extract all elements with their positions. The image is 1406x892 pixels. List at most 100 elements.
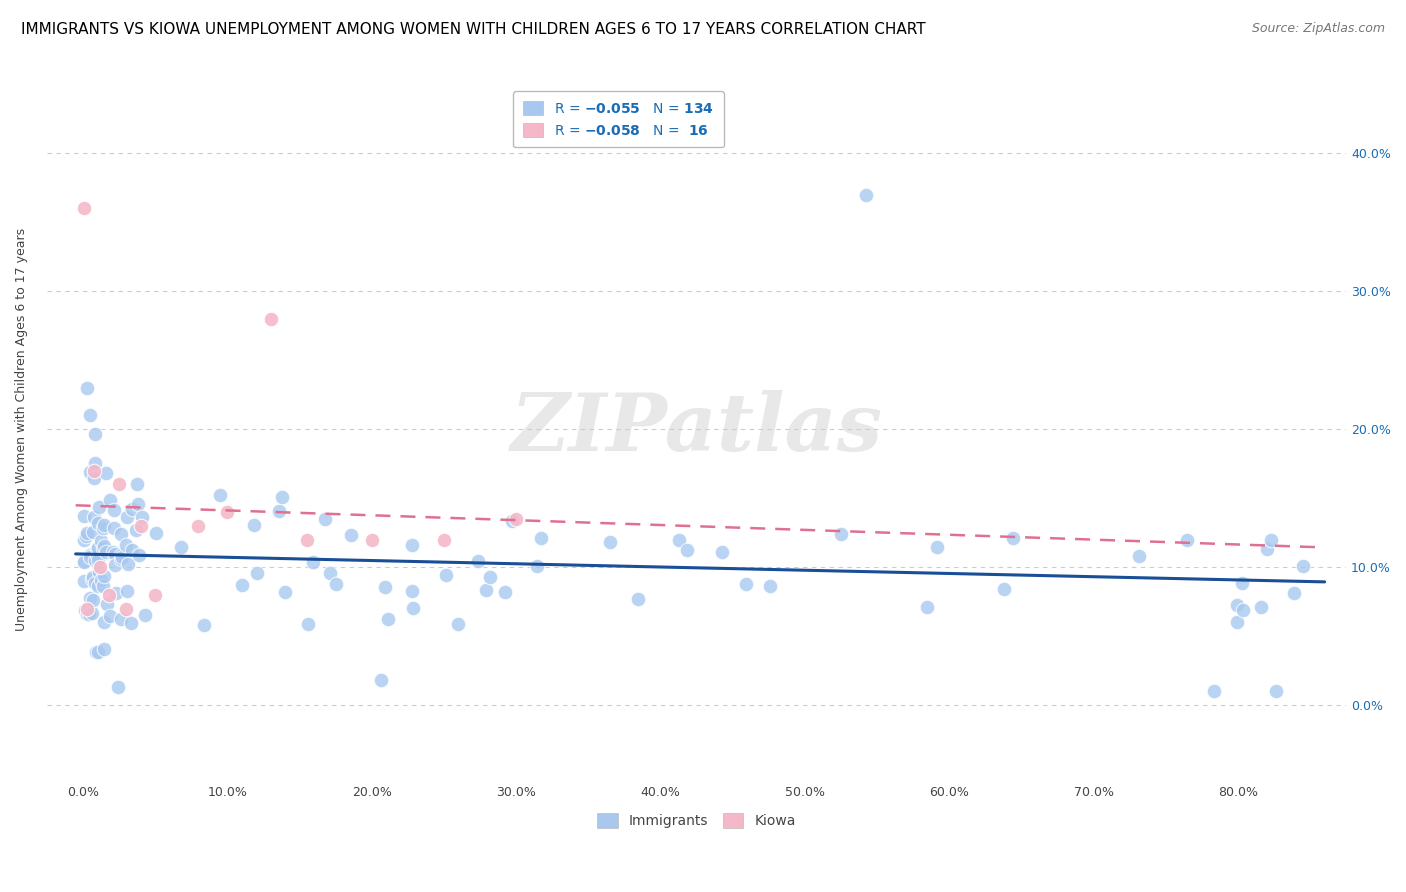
- Point: [73, 555, 96, 569]
- Point: [993, 582, 1015, 596]
- Point: [86, 548, 108, 562]
- Point: [91, 579, 114, 593]
- Point: [82, 593, 104, 607]
- Point: [447, 617, 470, 632]
- Point: [339, 528, 361, 542]
- Point: [374, 580, 396, 594]
- Point: [93, 569, 115, 583]
- Point: [73, 603, 96, 617]
- Point: [86, 645, 108, 659]
- Point: [243, 517, 266, 532]
- Point: [82, 572, 104, 586]
- Point: [110, 526, 132, 541]
- Point: [129, 518, 152, 533]
- Point: [295, 533, 318, 547]
- Point: [530, 532, 553, 546]
- Point: [434, 568, 457, 582]
- Point: [1256, 541, 1278, 556]
- Legend: Immigrants, Kiowa: Immigrants, Kiowa: [592, 808, 801, 834]
- Point: [93, 539, 115, 553]
- Point: [87, 516, 110, 531]
- Point: [75, 529, 97, 543]
- Point: [127, 497, 149, 511]
- Point: [134, 608, 156, 623]
- Point: [94, 466, 117, 480]
- Point: [115, 601, 138, 615]
- Point: [96, 545, 118, 559]
- Point: [125, 523, 148, 537]
- Point: [103, 547, 125, 561]
- Point: [76, 381, 98, 395]
- Point: [131, 510, 153, 524]
- Point: [103, 520, 125, 534]
- Point: [302, 555, 325, 569]
- Point: [93, 641, 115, 656]
- Point: [110, 548, 132, 562]
- Point: [1128, 549, 1150, 564]
- Point: [128, 548, 150, 562]
- Point: [208, 488, 231, 502]
- Point: [82, 570, 104, 584]
- Point: [121, 501, 143, 516]
- Point: [108, 477, 131, 491]
- Point: [267, 504, 290, 518]
- Point: [187, 518, 209, 533]
- Point: [433, 533, 456, 547]
- Point: [79, 465, 101, 479]
- Point: [599, 535, 621, 549]
- Point: [758, 579, 780, 593]
- Point: [73, 202, 96, 216]
- Point: [710, 545, 733, 559]
- Point: [478, 570, 501, 584]
- Point: [259, 311, 281, 326]
- Point: [87, 579, 110, 593]
- Point: [1265, 684, 1288, 698]
- Point: [79, 591, 101, 605]
- Point: [79, 548, 101, 562]
- Point: [76, 526, 98, 541]
- Point: [245, 566, 267, 581]
- Point: [1175, 533, 1198, 547]
- Point: [87, 541, 110, 555]
- Point: [1250, 600, 1272, 615]
- Point: [830, 527, 852, 541]
- Point: [100, 492, 122, 507]
- Point: [1232, 603, 1254, 617]
- Point: [77, 607, 100, 622]
- Point: [915, 600, 938, 615]
- Text: ZIPatlas: ZIPatlas: [510, 391, 883, 468]
- Point: [319, 566, 342, 580]
- Point: [83, 509, 105, 524]
- Point: [93, 615, 115, 629]
- Point: [735, 577, 758, 591]
- Point: [76, 601, 98, 615]
- Point: [87, 553, 110, 567]
- Point: [401, 538, 423, 552]
- Point: [1282, 586, 1305, 600]
- Point: [90, 573, 112, 587]
- Point: [1226, 615, 1249, 629]
- Point: [676, 542, 699, 557]
- Point: [104, 586, 127, 600]
- Point: [193, 618, 215, 632]
- Point: [125, 476, 148, 491]
- Point: [83, 576, 105, 591]
- Point: [110, 552, 132, 566]
- Point: [120, 615, 142, 630]
- Point: [117, 558, 139, 572]
- Point: [927, 541, 949, 555]
- Text: Source: ZipAtlas.com: Source: ZipAtlas.com: [1251, 22, 1385, 36]
- Point: [1226, 598, 1249, 612]
- Y-axis label: Unemployment Among Women with Children Ages 6 to 17 years: Unemployment Among Women with Children A…: [15, 227, 28, 631]
- Point: [93, 518, 115, 533]
- Point: [84, 553, 107, 567]
- Point: [103, 503, 125, 517]
- Point: [89, 566, 111, 580]
- Point: [111, 550, 134, 565]
- Point: [855, 187, 877, 202]
- Point: [73, 554, 96, 568]
- Point: [401, 584, 423, 599]
- Point: [271, 491, 294, 505]
- Point: [169, 540, 191, 554]
- Point: [90, 533, 112, 548]
